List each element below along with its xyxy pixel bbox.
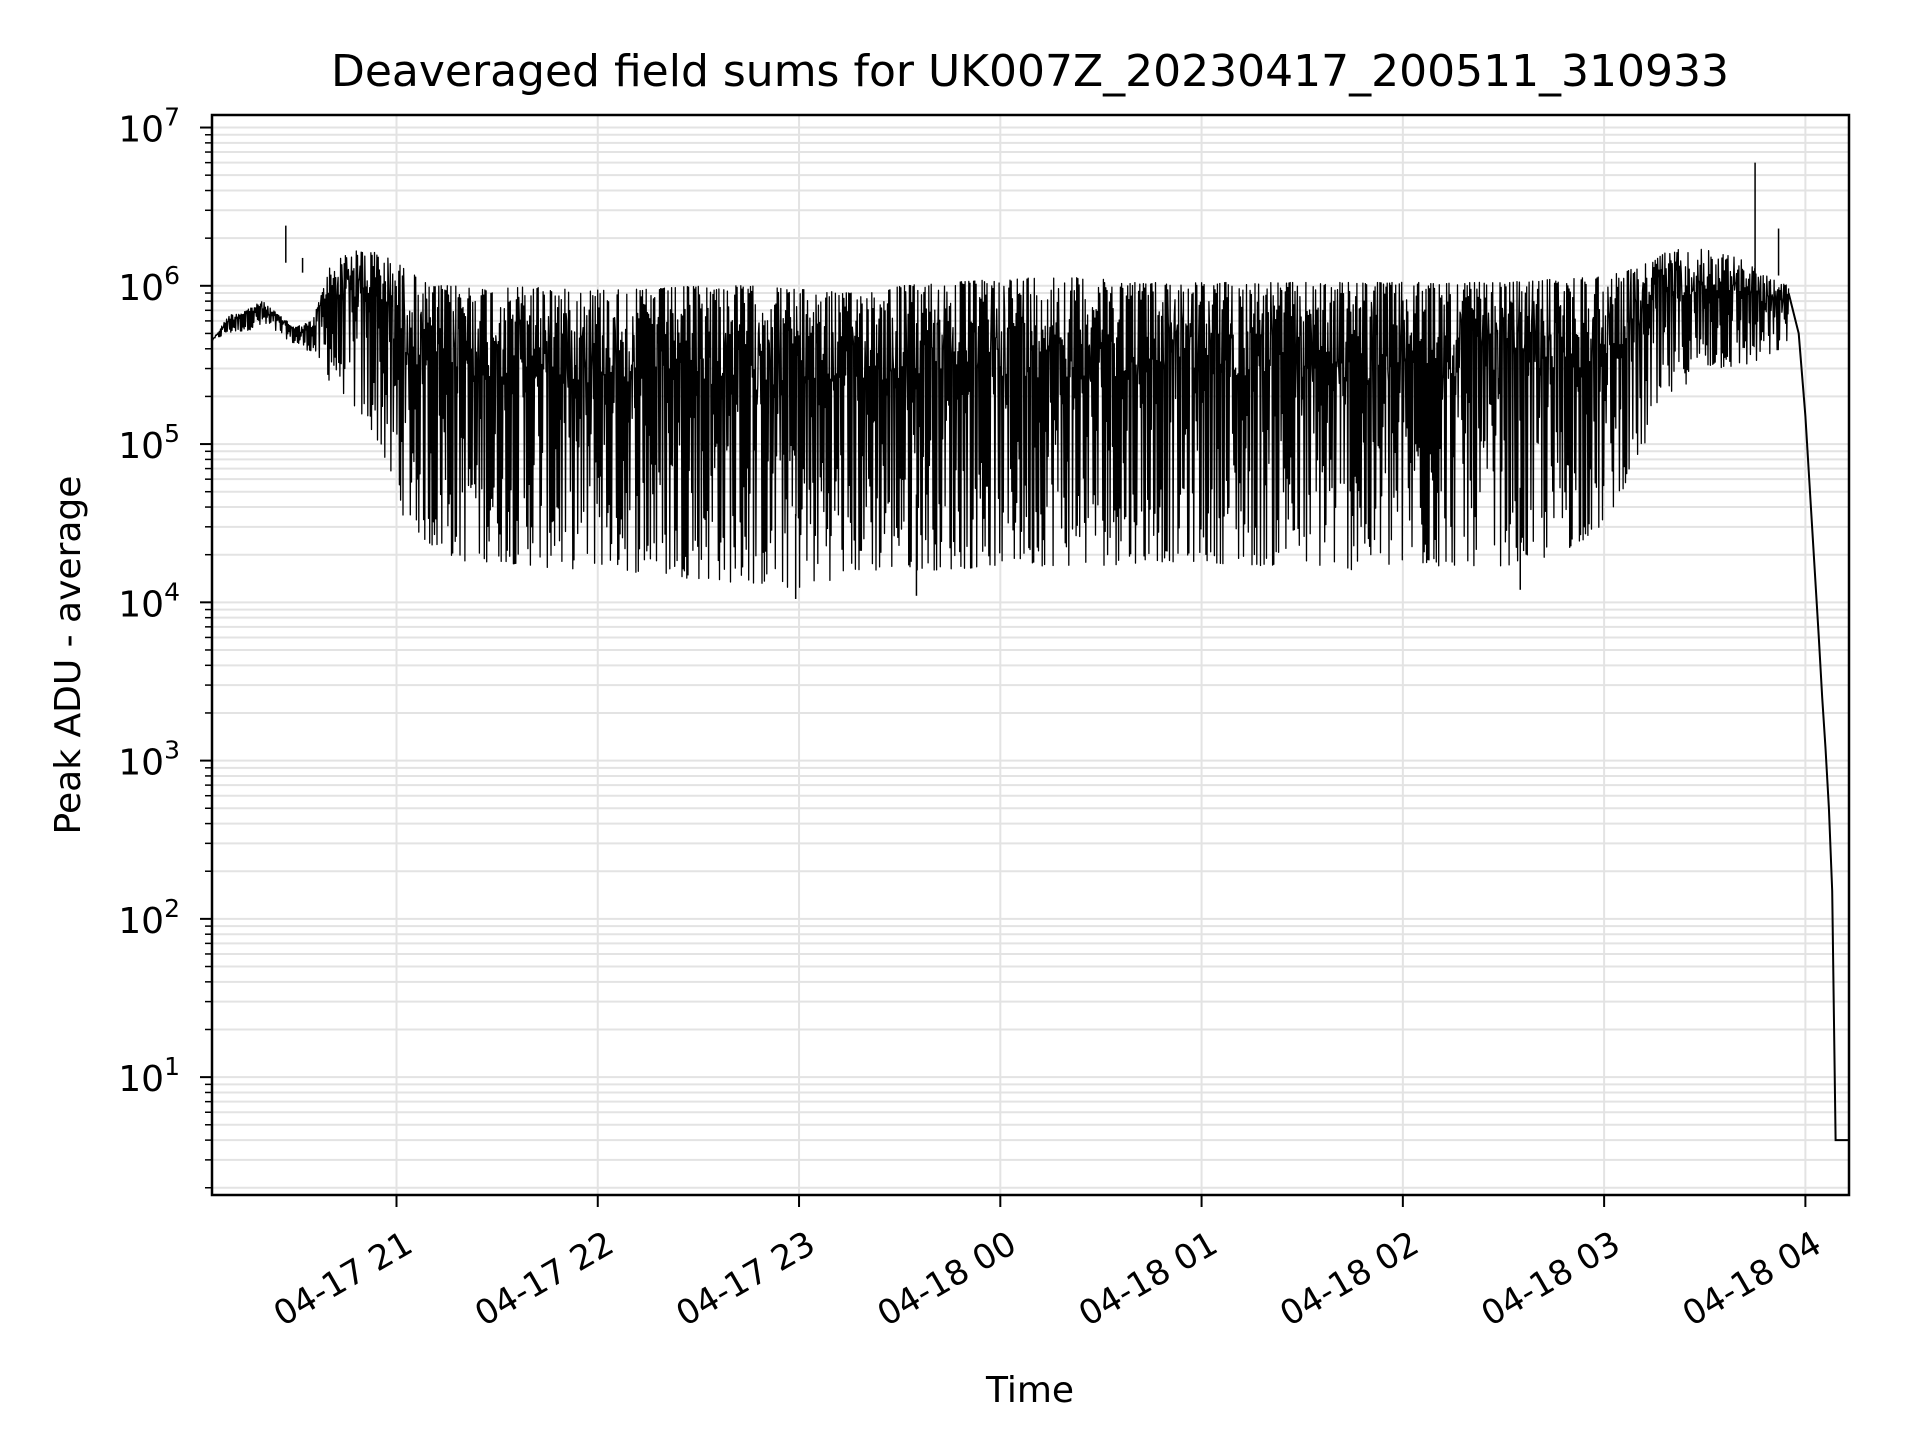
series-trace bbox=[212, 248, 1790, 588]
chart-title: Deaveraged field sums for UK007Z_2023041… bbox=[331, 46, 1729, 97]
y-tick-label: 107 bbox=[118, 103, 180, 151]
y-tick-label: 101 bbox=[118, 1052, 180, 1100]
series-tail bbox=[1787, 292, 1849, 1142]
y-tick-label: 103 bbox=[118, 736, 180, 784]
y-tick-label: 104 bbox=[118, 577, 180, 625]
series-line-layer bbox=[212, 162, 1849, 1142]
y-axis-ticks: 101 102 103 104 105 106 107 bbox=[118, 103, 212, 1189]
plot-frame bbox=[210, 113, 1851, 1197]
x-axis-label: Time bbox=[985, 1370, 1074, 1411]
y-tick-label: 106 bbox=[118, 261, 180, 309]
y-tick-label: 105 bbox=[118, 419, 180, 467]
y-tick-label: 102 bbox=[118, 894, 180, 942]
y-axis-label: Peak ADU - average bbox=[48, 476, 89, 835]
